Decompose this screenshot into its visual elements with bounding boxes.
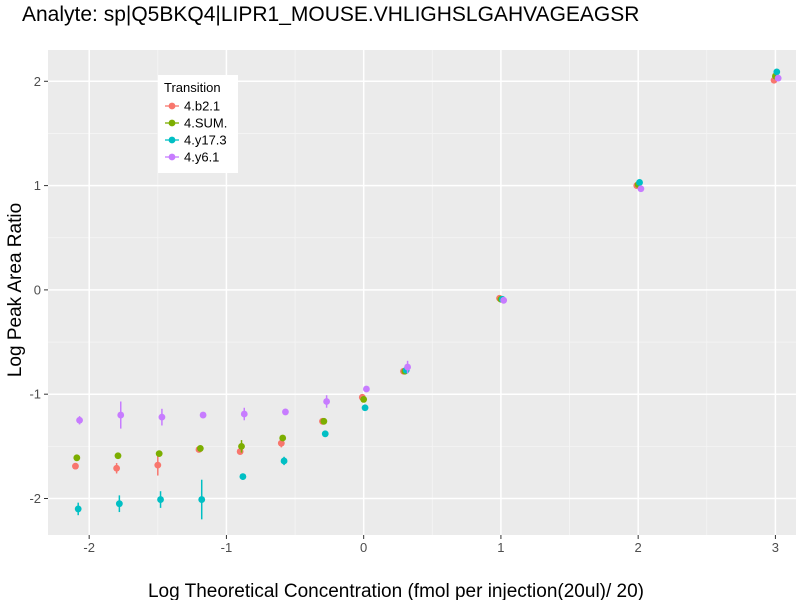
data-point — [361, 404, 369, 412]
legend-key-point — [168, 102, 176, 110]
data-point — [154, 461, 162, 469]
legend-label: 4.b2.1 — [184, 99, 220, 114]
data-point — [774, 74, 782, 82]
legend-key-point — [168, 153, 176, 161]
data-point — [196, 445, 204, 452]
x-axis-title: Log Theoretical Concentration (fmol per … — [148, 581, 644, 600]
legend-item: 4.y17.3 — [165, 133, 227, 148]
legend-label: 4.y17.3 — [184, 133, 227, 148]
legend-key-point — [168, 136, 176, 144]
legend-label: 4.y6.1 — [184, 150, 219, 165]
data-point — [404, 363, 411, 371]
data-point — [636, 179, 643, 186]
y-axis: -2 -1 0 1 2 — [29, 74, 48, 506]
data-point — [240, 410, 248, 418]
data-point — [74, 505, 82, 513]
data-point — [115, 500, 123, 508]
data-point — [363, 385, 370, 393]
data-point — [323, 398, 331, 405]
data-point — [320, 417, 328, 425]
x-tick-label: -2 — [83, 540, 95, 555]
data-point — [73, 454, 81, 462]
legend-title: Transition — [164, 80, 221, 95]
data-point — [360, 396, 368, 403]
data-point — [76, 416, 83, 424]
x-tick-label: 1 — [497, 540, 504, 555]
x-tick-label: 3 — [772, 540, 779, 555]
y-tick-label: 0 — [34, 282, 41, 297]
data-point — [637, 185, 645, 193]
x-tick-label: -1 — [221, 540, 233, 555]
legend: Transition 4.b2.1 4.SUM. 4.y17.3 4.y6.1 — [158, 75, 238, 173]
data-point — [198, 496, 206, 503]
chart-title: Analyte: sp|Q5BKQ4|LIPR1_MOUSE.VHLIGHSLG… — [22, 3, 639, 26]
legend-label: 4.SUM. — [184, 116, 227, 131]
legend-item: 4.SUM. — [165, 116, 227, 131]
data-point — [280, 457, 288, 465]
data-point — [155, 450, 163, 458]
data-point — [72, 462, 79, 470]
data-point — [239, 473, 247, 480]
data-point — [773, 68, 781, 76]
y-tick-label: 1 — [34, 178, 41, 193]
data-point — [282, 408, 289, 416]
y-tick-label: -2 — [29, 491, 41, 506]
series-4.y17.3 — [74, 68, 781, 520]
y-tick-label: -1 — [29, 387, 41, 402]
data-point — [238, 442, 245, 450]
data-point — [117, 411, 125, 419]
grid-major — [48, 50, 796, 535]
legend-item: 4.y6.1 — [165, 150, 219, 165]
y-tick-label: 2 — [34, 74, 41, 89]
data-point — [277, 439, 285, 447]
legend-items: 4.b2.1 4.SUM. 4.y17.3 4.y6.1 — [165, 99, 227, 165]
data-point — [113, 464, 121, 472]
data-point — [500, 296, 508, 304]
data-marks — [72, 68, 782, 520]
data-point — [199, 411, 207, 419]
data-point — [321, 430, 329, 438]
data-point — [157, 496, 164, 503]
data-point — [279, 434, 287, 442]
legend-key-point — [168, 119, 176, 127]
data-point — [114, 452, 122, 460]
data-point — [158, 413, 166, 421]
x-tick-label: 2 — [635, 540, 642, 555]
x-tick-label: 0 — [360, 540, 367, 555]
x-axis: -2 -1 0 1 2 3 — [83, 535, 779, 555]
legend-item: 4.b2.1 — [165, 99, 220, 114]
series-4.y6.1 — [76, 74, 782, 429]
y-axis-title: Log Peak Area Ratio — [5, 203, 26, 377]
